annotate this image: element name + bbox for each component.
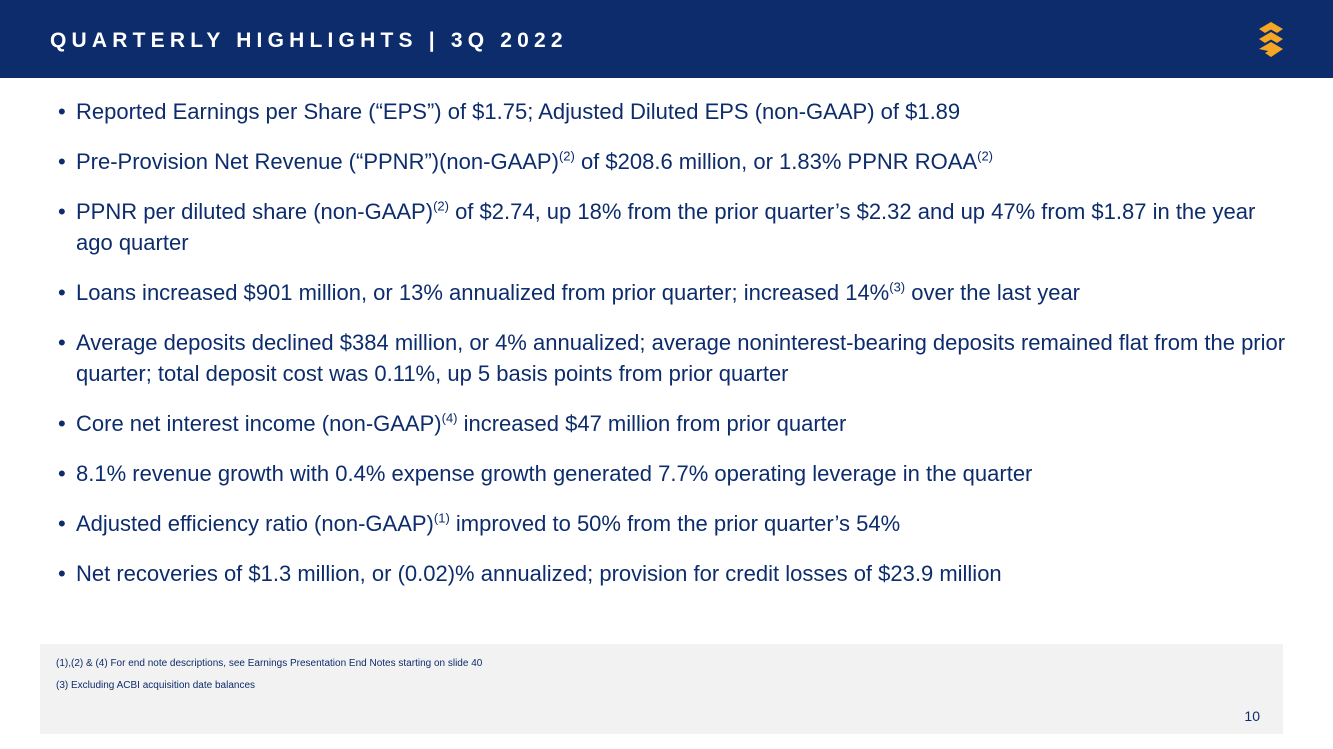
highlight-bullet: PPNR per diluted share (non-GAAP)(2) of … xyxy=(58,196,1298,258)
bullet-text: Reported Earnings per Share (“EPS”) of $… xyxy=(76,99,961,124)
highlight-bullet: Average deposits declined $384 million, … xyxy=(58,327,1298,389)
highlight-bullet: Loans increased $901 million, or 13% ann… xyxy=(58,277,1298,308)
bullet-text: PPNR per diluted share (non-GAAP) xyxy=(76,199,434,224)
bullet-text: Net recoveries of $1.3 million, or (0.02… xyxy=(76,561,1002,586)
bullet-text: Average deposits declined $384 million, … xyxy=(76,330,1286,386)
bullet-text: of $208.6 million, or 1.83% PPNR ROAA xyxy=(574,149,978,174)
highlight-bullet: Core net interest income (non-GAAP)(4) i… xyxy=(58,408,1298,439)
endnote-reference: (2) xyxy=(558,148,575,164)
highlight-bullet: Reported Earnings per Share (“EPS”) of $… xyxy=(58,96,1298,127)
highlight-bullet: Pre-Provision Net Revenue (“PPNR”)(non-G… xyxy=(58,146,1298,177)
slide-title: QUARTERLY HIGHLIGHTS | 3Q 2022 xyxy=(50,29,568,52)
bullet-text: Pre-Provision Net Revenue (“PPNR”)(non-G… xyxy=(76,149,559,174)
bullet-text: Loans increased $901 million, or 13% ann… xyxy=(76,280,890,305)
endnote-reference: (4) xyxy=(441,410,458,426)
endnote-reference: (1) xyxy=(433,510,450,526)
endnote-reference: (3) xyxy=(889,279,906,295)
endnote-reference: (2) xyxy=(433,198,449,214)
highlight-bullet: Net recoveries of $1.3 million, or (0.02… xyxy=(58,558,1298,589)
slide-header: QUARTERLY HIGHLIGHTS | 3Q 2022 xyxy=(0,0,1333,78)
bullet-text: of $2.74, up 18% from the prior quarter’… xyxy=(76,199,1256,255)
bullet-text: improved to 50% from the prior quarter’s… xyxy=(449,511,901,536)
endnote-reference: (2) xyxy=(977,148,994,164)
footnote-box: (1),(2) & (4) For end note descriptions,… xyxy=(40,644,1283,734)
bullet-text: 8.1% revenue growth with 0.4% expense gr… xyxy=(76,461,1033,486)
highlight-bullet: Adjusted efficiency ratio (non-GAAP)(1) … xyxy=(58,508,1298,539)
bullet-text: Adjusted efficiency ratio (non-GAAP) xyxy=(76,511,434,536)
bullet-text: over the last year xyxy=(905,280,1081,305)
bullet-text: increased $47 million from prior quarter xyxy=(457,411,847,436)
bullet-text: Core net interest income (non-GAAP) xyxy=(76,411,442,436)
footnote-end-notes: (1),(2) & (4) For end note descriptions,… xyxy=(56,658,483,669)
highlight-bullet: 8.1% revenue growth with 0.4% expense gr… xyxy=(58,458,1298,489)
footnote-acbi: (3) Excluding ACBI acquisition date bala… xyxy=(56,680,256,691)
page-number: 10 xyxy=(1244,708,1260,724)
highlights-list: Reported Earnings per Share (“EPS”) of $… xyxy=(58,96,1298,608)
company-logo-icon xyxy=(1259,22,1283,57)
